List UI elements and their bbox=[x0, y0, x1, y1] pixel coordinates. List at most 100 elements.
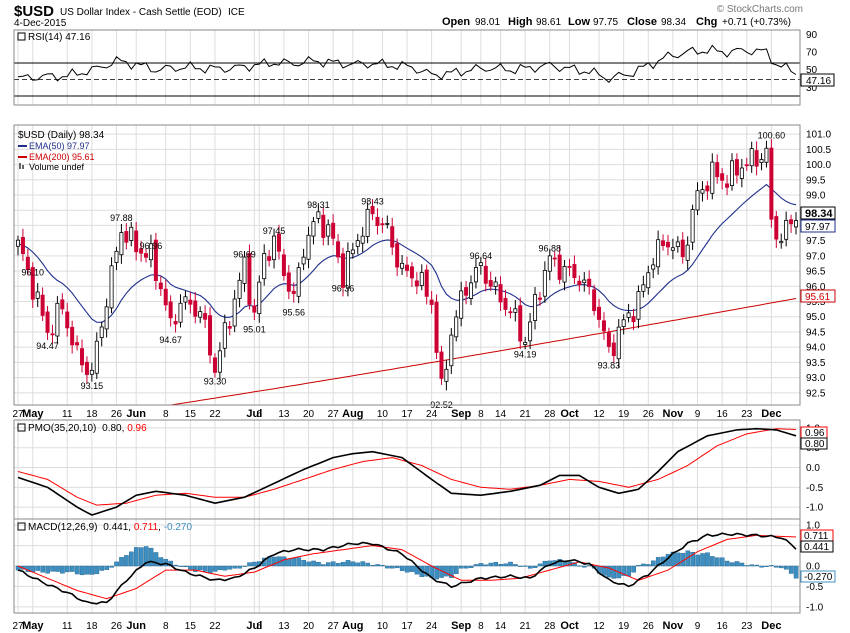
candle-body bbox=[469, 282, 474, 299]
candle bbox=[208, 307, 213, 364]
date-tick-label: 8 bbox=[163, 409, 169, 420]
candle bbox=[321, 207, 326, 246]
candle-body bbox=[212, 357, 217, 373]
macd-hist-bar bbox=[463, 565, 469, 569]
candle bbox=[611, 334, 616, 363]
date-tick-label: Nov bbox=[663, 620, 685, 632]
candle bbox=[355, 233, 360, 255]
price-tick-label: 96.5 bbox=[806, 267, 826, 278]
macd-hist-bar bbox=[626, 565, 631, 577]
macd-last-c: -0.270 bbox=[804, 572, 833, 583]
date-tick-label: Dec bbox=[761, 620, 781, 632]
date-tick-label: 16 bbox=[717, 409, 729, 420]
macd-hist-bar bbox=[197, 565, 203, 571]
candle-body bbox=[734, 159, 739, 176]
candle bbox=[217, 342, 222, 380]
date-tick-label: 8 bbox=[478, 621, 484, 632]
macd-hist-bar bbox=[399, 565, 405, 571]
candle-body bbox=[272, 235, 277, 261]
pmo-legend-a: 0.80 bbox=[102, 423, 122, 434]
date-tick-label: 16 bbox=[717, 621, 729, 632]
candle-body bbox=[247, 253, 252, 305]
candle-body bbox=[552, 257, 557, 260]
candle bbox=[675, 236, 680, 253]
candle-body bbox=[749, 148, 754, 167]
pmo-last-b: 0.96 bbox=[805, 428, 825, 439]
macd-hist-bar bbox=[109, 565, 114, 568]
macd-hist-bar bbox=[69, 565, 75, 572]
rsi-frame bbox=[13, 29, 801, 106]
date-tick-label: 26 bbox=[111, 409, 123, 420]
ema50-line bbox=[17, 183, 797, 323]
candle bbox=[513, 300, 518, 322]
candle bbox=[601, 312, 606, 340]
candle-body bbox=[222, 322, 227, 349]
candle bbox=[444, 360, 449, 391]
candle bbox=[754, 141, 759, 176]
candle-body bbox=[227, 325, 232, 329]
macd-legend-c: -0.270 bbox=[164, 522, 193, 533]
date-tick-label: 20 bbox=[303, 409, 315, 420]
candle bbox=[725, 174, 730, 196]
price-annotation: 93.30 bbox=[204, 376, 227, 386]
candle-body bbox=[84, 361, 89, 375]
chg-value: +0.71 (+0.73%) bbox=[722, 17, 791, 28]
macd-hist-bar bbox=[483, 564, 489, 567]
macd-hist-bar bbox=[79, 565, 85, 576]
macd-hist-bar bbox=[129, 551, 134, 567]
macd-hist-bar bbox=[468, 565, 474, 568]
macd-hist-bar bbox=[271, 556, 277, 567]
candle-body bbox=[651, 264, 656, 270]
macd-hist-bar bbox=[532, 565, 538, 568]
price-tick-label: 100.5 bbox=[806, 145, 831, 156]
date-tick-label: 18 bbox=[86, 409, 98, 420]
candle bbox=[414, 272, 419, 295]
macd-hist-bar bbox=[729, 562, 735, 567]
candle-body bbox=[99, 326, 104, 339]
candle bbox=[80, 339, 85, 373]
price-tick-label: 94.0 bbox=[806, 343, 826, 354]
macd-hist-bar bbox=[306, 561, 311, 567]
macd-hist-bar bbox=[222, 565, 228, 571]
candle bbox=[119, 223, 124, 264]
candle bbox=[784, 211, 789, 247]
date-tick-label: Nov bbox=[663, 408, 685, 420]
macd-hist-bar bbox=[557, 559, 563, 567]
last-ema200-value: 95.61 bbox=[805, 292, 830, 303]
date-tick-label: Sep bbox=[451, 620, 471, 632]
candle bbox=[345, 242, 350, 297]
macd-hist-bar bbox=[518, 565, 523, 567]
candle bbox=[198, 306, 203, 324]
candle bbox=[404, 256, 409, 277]
macd-hist-bar bbox=[454, 565, 459, 574]
price-annotation: 97.45 bbox=[263, 226, 286, 236]
candle-body bbox=[759, 159, 764, 163]
price-tick-label: 94.5 bbox=[806, 327, 826, 338]
candle-body bbox=[729, 160, 734, 186]
candle bbox=[705, 181, 710, 200]
date-tick-label: 18 bbox=[86, 621, 98, 632]
date-tick-label: 14 bbox=[495, 621, 507, 632]
macd-hist-bar bbox=[498, 563, 503, 567]
candle-body bbox=[70, 326, 75, 346]
candle bbox=[232, 290, 237, 333]
candle-body bbox=[168, 301, 173, 319]
candle bbox=[385, 215, 390, 229]
candle bbox=[60, 293, 65, 315]
date-tick-label: 28 bbox=[544, 621, 556, 632]
candle-body bbox=[518, 305, 523, 342]
candle-body bbox=[114, 250, 119, 263]
rsi-axis: 90 70 50 30 bbox=[806, 30, 818, 94]
macd-hist-bar bbox=[779, 565, 784, 569]
candle-body bbox=[109, 265, 114, 309]
candle-body bbox=[695, 190, 700, 211]
macd-hist-bar bbox=[710, 556, 715, 567]
date-tick-label: Aug bbox=[342, 620, 363, 632]
candle-body bbox=[60, 299, 65, 310]
macd-hist-bar bbox=[74, 565, 80, 575]
date-tick-label: 21 bbox=[520, 409, 532, 420]
candle bbox=[370, 199, 375, 221]
macd-hist-bar bbox=[606, 565, 612, 578]
macd-hist-bar bbox=[641, 563, 646, 567]
candle-body bbox=[547, 255, 552, 272]
